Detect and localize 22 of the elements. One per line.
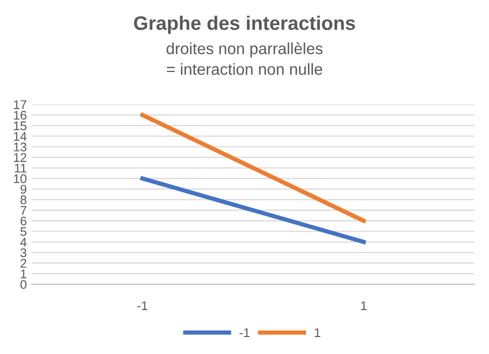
- y-tick-label: 17: [14, 100, 26, 109]
- y-tick-label: 8: [20, 195, 26, 204]
- y-tick-label: 14: [14, 132, 27, 141]
- y-tick-label: 1: [20, 270, 26, 278]
- y-tick-label: 13: [14, 142, 26, 152]
- y-tick-label: 3: [20, 248, 26, 258]
- y-tick-label: 12: [14, 153, 26, 162]
- y-tick-label: 11: [14, 164, 26, 172]
- legend-label: 1: [314, 328, 320, 337]
- y-tick-label: 7: [20, 206, 26, 215]
- legend-label: -1: [240, 328, 250, 337]
- y-tick-label: 10: [14, 174, 26, 184]
- y-tick-label: 4: [20, 238, 27, 246]
- y-tick-label: 0: [20, 280, 26, 289]
- y-tick-label: 6: [20, 216, 26, 226]
- y-tick-label: 15: [14, 122, 26, 130]
- y-tick-label: 2: [20, 258, 26, 268]
- y-tick-label: 5: [20, 227, 26, 236]
- chart-subtitle: droites non parrallèles = interaction non nulle: [166, 42, 323, 75]
- y-tick-label: 9: [20, 184, 26, 194]
- y-tick-label: 16: [14, 110, 26, 120]
- chart-title: Graphe des interactions: [134, 16, 356, 34]
